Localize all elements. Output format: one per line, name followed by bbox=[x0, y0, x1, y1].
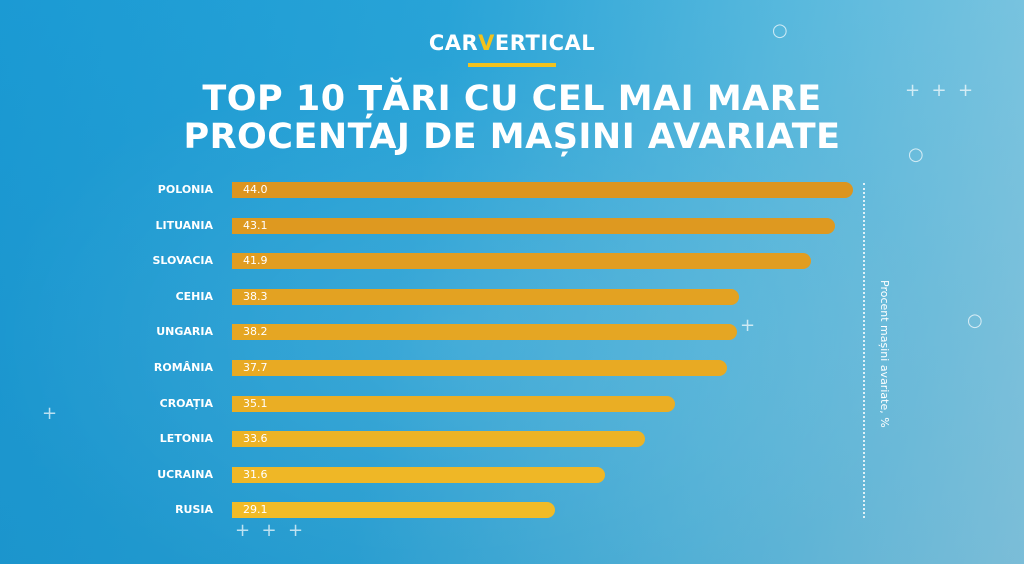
value-label: 38.3 bbox=[243, 289, 268, 303]
plus-icon: + bbox=[740, 315, 756, 336]
bar bbox=[232, 466, 605, 483]
value-label: 38.2 bbox=[243, 325, 268, 339]
value-label: 33.6 bbox=[243, 432, 268, 446]
value-label: 29.1 bbox=[243, 503, 268, 517]
bar bbox=[232, 431, 645, 448]
value-label: 35.1 bbox=[243, 396, 268, 410]
value-label: 44.0 bbox=[243, 183, 268, 196]
axis-label: Procent mașini avariate, % bbox=[878, 280, 891, 428]
category-label: ROMÂNIA bbox=[153, 361, 213, 374]
chart-title: TOP 10 ȚĂRI CU CEL MAI MARE PROCENTAJ DE … bbox=[183, 79, 841, 157]
carvertical-logo: CARVERTICAL bbox=[428, 31, 596, 55]
plus-icon: + bbox=[42, 403, 58, 424]
value-label: 31.6 bbox=[243, 467, 268, 481]
bar bbox=[232, 253, 811, 270]
category-label: CROAȚIA bbox=[159, 396, 213, 410]
category-label: POLONIA bbox=[157, 183, 213, 196]
value-label: 41.9 bbox=[243, 254, 268, 268]
circle-icon: ○ bbox=[967, 310, 983, 331]
category-label: LETONIA bbox=[159, 432, 213, 446]
bar bbox=[232, 395, 675, 412]
category-label: CEHIA bbox=[175, 289, 213, 303]
circle-icon: ○ bbox=[908, 144, 924, 165]
bar bbox=[232, 182, 853, 198]
category-label: UCRAINA bbox=[157, 467, 213, 481]
category-label: UNGARIA bbox=[156, 325, 213, 339]
value-label: 37.7 bbox=[243, 361, 268, 374]
bar bbox=[232, 217, 835, 234]
bar bbox=[232, 502, 555, 519]
bar bbox=[232, 360, 727, 376]
category-label: LITUANIA bbox=[155, 218, 213, 232]
bar bbox=[232, 288, 739, 305]
category-label: SLOVACIA bbox=[152, 254, 213, 268]
title-underline bbox=[468, 63, 556, 67]
circle-icon: ○ bbox=[772, 20, 788, 41]
value-label: 43.1 bbox=[243, 218, 268, 232]
plus-icons: + + + bbox=[905, 80, 974, 101]
bar bbox=[232, 324, 737, 341]
axis-line bbox=[863, 183, 865, 518]
plus-icons: + + + bbox=[235, 520, 304, 541]
category-label: RUSIA bbox=[175, 503, 213, 517]
